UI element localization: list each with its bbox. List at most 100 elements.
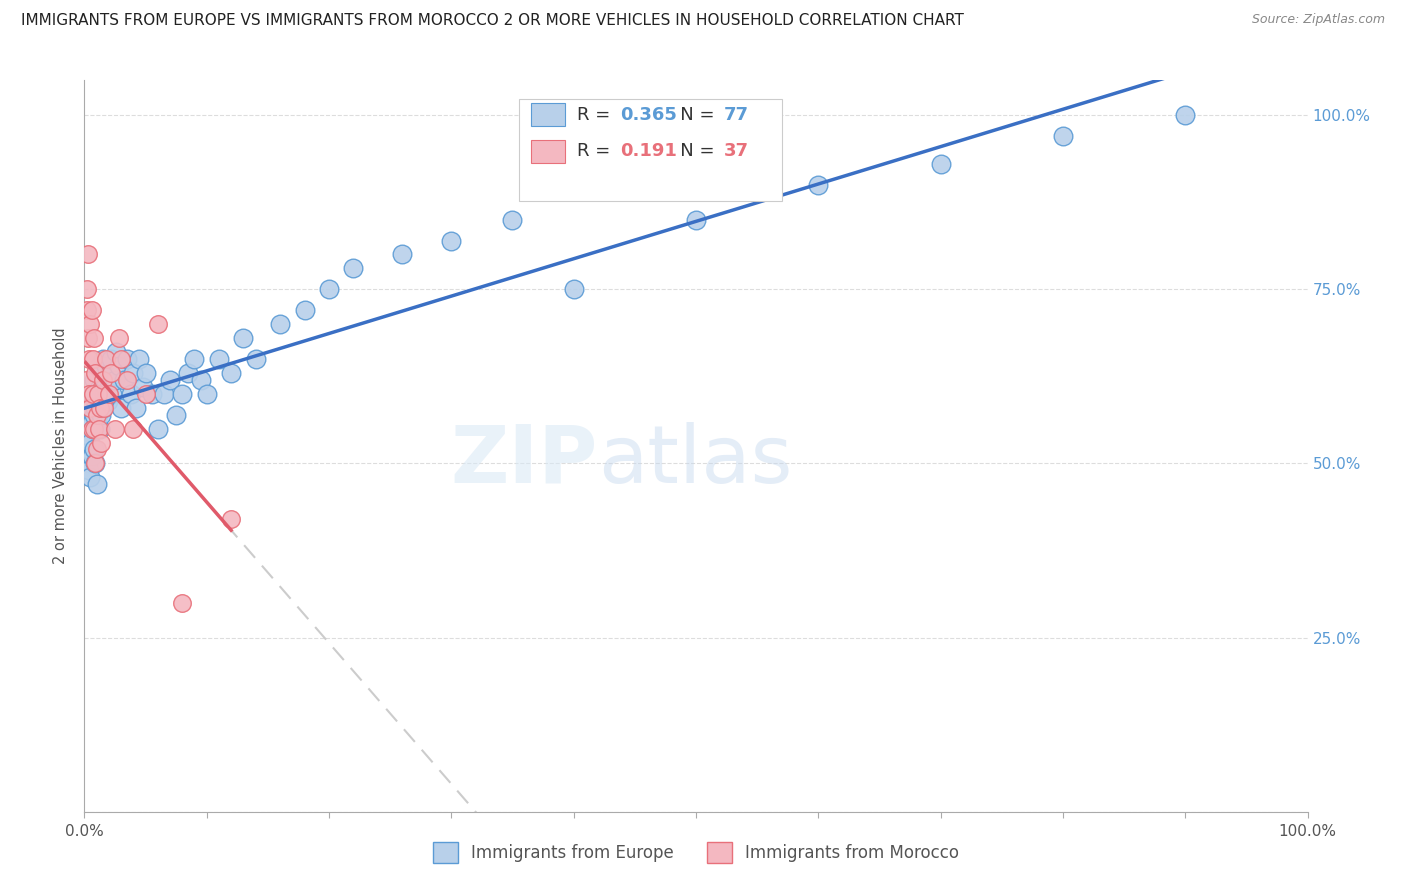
Point <box>93 401 115 415</box>
Point <box>84 457 107 471</box>
Point <box>82 351 104 366</box>
Point <box>1174 108 1197 122</box>
Point <box>219 512 242 526</box>
Point <box>77 442 100 457</box>
Point <box>93 386 115 401</box>
Point <box>87 359 110 373</box>
Text: atlas: atlas <box>598 422 793 500</box>
Point <box>87 393 110 408</box>
Point <box>232 331 254 345</box>
Point <box>86 386 108 401</box>
Point <box>440 234 463 248</box>
Text: R =: R = <box>578 105 616 124</box>
Point <box>90 366 112 380</box>
Point <box>84 366 107 380</box>
Point <box>77 331 100 345</box>
Point <box>87 421 110 435</box>
Point <box>177 366 200 380</box>
Point <box>98 366 121 380</box>
Text: 0.191: 0.191 <box>620 142 678 161</box>
Point <box>90 408 112 422</box>
Point <box>83 408 105 422</box>
Point <box>1052 128 1074 143</box>
Point <box>80 303 103 318</box>
Point <box>91 351 114 366</box>
Point <box>502 212 524 227</box>
Point <box>75 373 97 387</box>
Point <box>77 428 100 442</box>
Text: N =: N = <box>664 142 720 161</box>
Point <box>125 401 148 415</box>
Point <box>80 421 103 435</box>
Point <box>153 386 176 401</box>
Point <box>110 401 132 415</box>
Point <box>79 470 101 484</box>
Point <box>80 450 103 464</box>
Point <box>76 282 98 296</box>
Bar <box>531 103 565 127</box>
Point <box>146 317 169 331</box>
Point <box>79 435 101 450</box>
Point <box>96 351 118 366</box>
Point <box>318 282 340 296</box>
Point <box>195 386 218 401</box>
Point <box>135 366 157 380</box>
Point <box>94 373 117 387</box>
Point <box>112 373 135 387</box>
Point <box>342 261 364 276</box>
Point <box>929 157 952 171</box>
Point <box>165 408 187 422</box>
Text: Source: ZipAtlas.com: Source: ZipAtlas.com <box>1251 13 1385 27</box>
Point <box>146 421 169 435</box>
Point <box>219 366 242 380</box>
Text: N =: N = <box>664 105 720 124</box>
Point <box>101 386 124 401</box>
Point <box>91 373 114 387</box>
Point <box>115 373 138 387</box>
Point <box>141 386 163 401</box>
Legend: Immigrants from Europe, Immigrants from Morocco: Immigrants from Europe, Immigrants from … <box>426 836 966 869</box>
Point <box>77 463 100 477</box>
Point <box>83 442 105 457</box>
Point <box>76 415 98 429</box>
Bar <box>531 139 565 163</box>
Point <box>107 359 129 373</box>
Point <box>91 401 114 415</box>
Point <box>79 317 101 331</box>
Point <box>77 457 100 471</box>
Point <box>89 401 111 415</box>
Point <box>100 351 122 366</box>
Point <box>89 421 111 435</box>
Point <box>245 351 267 366</box>
Point <box>87 386 110 401</box>
Point <box>172 386 194 401</box>
Point <box>132 380 155 394</box>
Point <box>79 401 101 415</box>
Point <box>84 457 107 471</box>
Point <box>89 380 111 394</box>
Point <box>122 421 145 435</box>
Point <box>86 477 108 491</box>
Point <box>77 351 100 366</box>
Point <box>100 366 122 380</box>
Point <box>82 386 104 401</box>
Point <box>128 351 150 366</box>
Point <box>97 393 120 408</box>
Text: ZIP: ZIP <box>451 422 598 500</box>
Point <box>87 366 110 380</box>
Point <box>97 386 120 401</box>
Point <box>115 351 138 366</box>
Point <box>87 408 110 422</box>
Point <box>807 178 830 192</box>
Point <box>685 212 707 227</box>
Point <box>83 373 105 387</box>
Point <box>86 442 108 457</box>
Point <box>90 435 112 450</box>
Point <box>80 415 103 429</box>
Y-axis label: 2 or more Vehicles in Household: 2 or more Vehicles in Household <box>53 327 69 565</box>
Point <box>159 373 181 387</box>
Point <box>183 351 205 366</box>
Text: 77: 77 <box>724 105 749 124</box>
Point <box>77 386 100 401</box>
Point <box>79 401 101 415</box>
